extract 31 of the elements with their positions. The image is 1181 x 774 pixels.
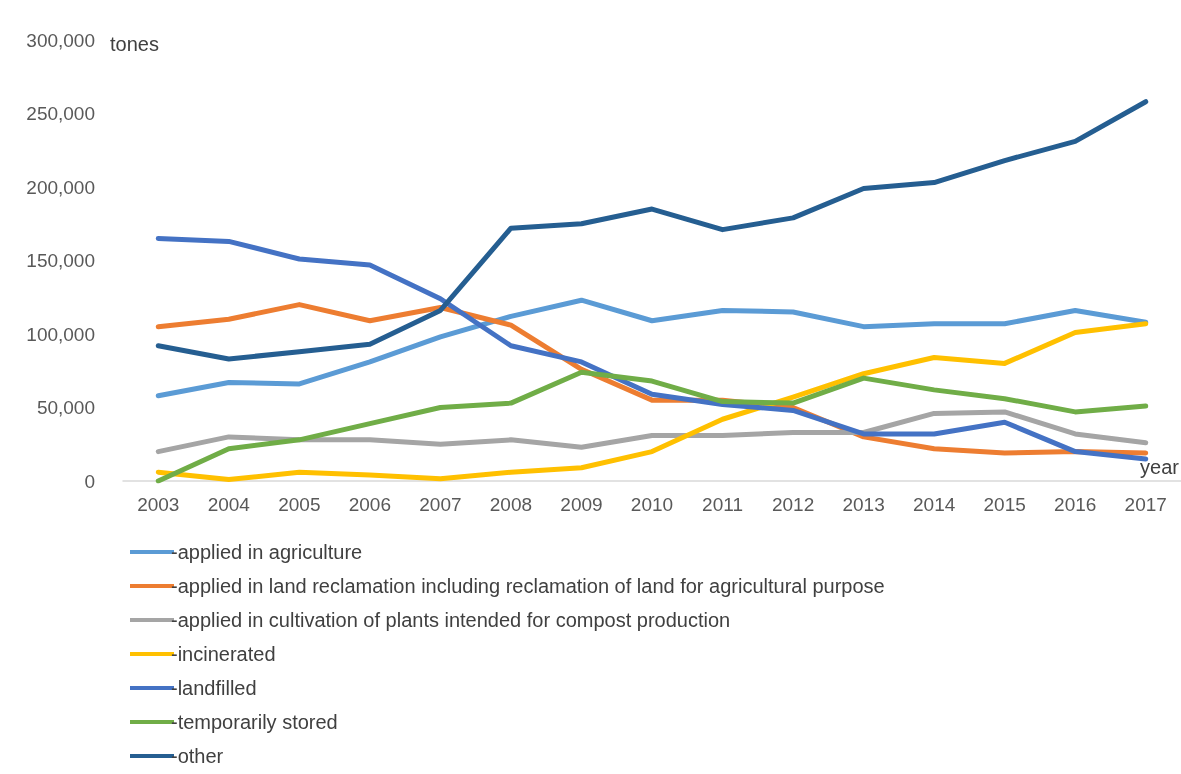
y-tick-label: 250,000 bbox=[26, 103, 95, 124]
x-tick-label: 2016 bbox=[1054, 494, 1097, 515]
x-tick-label: 2017 bbox=[1124, 494, 1167, 515]
x-axis-title: year bbox=[1140, 456, 1180, 478]
legend-label: -applied in cultivation of plants intended for compost production bbox=[171, 609, 731, 631]
y-axis-title: tones bbox=[110, 33, 159, 55]
y-tick-label: 0 bbox=[84, 470, 95, 492]
legend-label: -temporarily stored bbox=[171, 711, 338, 733]
legend-label: -applied in agriculture bbox=[171, 541, 363, 563]
x-tick-label: 2010 bbox=[630, 494, 674, 515]
y-tick-label: 50,000 bbox=[36, 397, 95, 418]
y-tick-label: 300,000 bbox=[26, 29, 95, 51]
x-tick-label: 2009 bbox=[560, 494, 603, 515]
x-tick-label: 2011 bbox=[702, 494, 743, 515]
x-tick-label: 2015 bbox=[983, 494, 1026, 515]
y-tick-label: 100,000 bbox=[26, 323, 95, 345]
x-tick-label: 2007 bbox=[419, 494, 462, 515]
legend-label: -incinerated bbox=[171, 643, 276, 665]
legend-label: -landfilled bbox=[171, 677, 257, 699]
y-tick-label: 200,000 bbox=[26, 176, 95, 198]
x-tick-label: 2013 bbox=[842, 494, 885, 515]
legend-label: -other bbox=[171, 745, 224, 767]
legend-label: -applied in land reclamation including reclamation of land for agricultural purpose bbox=[171, 575, 885, 597]
x-tick-label: 2005 bbox=[278, 494, 321, 515]
x-tick-label: 2008 bbox=[489, 494, 533, 515]
x-tick-label: 2012 bbox=[771, 494, 815, 515]
x-tick-label: 2004 bbox=[207, 494, 251, 515]
x-tick-label: 2006 bbox=[348, 494, 392, 515]
x-tick-label: 2014 bbox=[912, 494, 956, 515]
y-tick-label: 150,000 bbox=[26, 250, 95, 271]
x-tick-label: 2003 bbox=[137, 494, 180, 515]
